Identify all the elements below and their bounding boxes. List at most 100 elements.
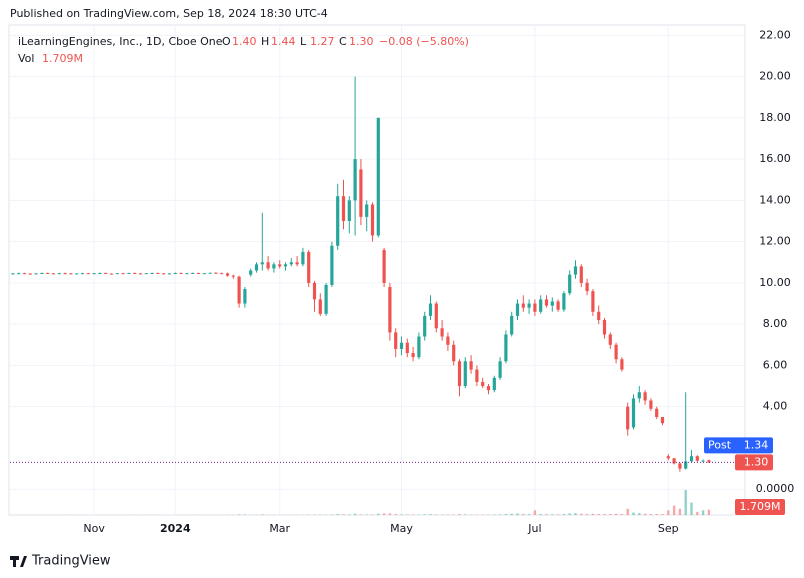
candle-body (695, 456, 699, 461)
candle-body (225, 273, 230, 276)
candle-body (138, 273, 143, 275)
volume-bar (359, 514, 363, 515)
legend-key: L (300, 35, 307, 48)
candle-body (167, 273, 172, 275)
candle-body (486, 386, 491, 391)
candle-body (556, 301, 560, 310)
volume-bar (510, 513, 513, 515)
candle-body (388, 287, 392, 333)
candle-body (46, 272, 50, 274)
last-price-box (735, 454, 773, 471)
candle-body (162, 273, 166, 275)
x-tick-label: May (390, 522, 413, 535)
volume-bar (429, 514, 432, 515)
candle-body (231, 275, 235, 277)
overlay: 1.30 Post 1.34 1.709M (10, 437, 785, 515)
volume-bar (504, 514, 508, 515)
volume-value: 1.709M (42, 52, 83, 65)
volume-bar (498, 514, 502, 515)
candle-body (57, 273, 61, 275)
volume-bar (667, 510, 670, 515)
volume-bar (382, 513, 386, 515)
last-price-label: 1.30 (744, 455, 769, 468)
y-tick-label: 0.0000 (756, 482, 795, 495)
candle-body (579, 266, 583, 283)
candle-body (504, 334, 508, 362)
candle-body (672, 458, 676, 464)
y-tick-label: 16.00 (759, 152, 791, 165)
volume-bar (678, 508, 682, 515)
candle-body (602, 320, 607, 335)
candle-body (260, 262, 264, 265)
grid (10, 25, 745, 515)
candle-body (75, 273, 79, 275)
legend-key: O (222, 35, 231, 48)
volume-bar (377, 513, 380, 515)
candle-body (185, 273, 189, 275)
volume-bar (585, 514, 589, 515)
candle-body (318, 299, 322, 314)
x-tick-label: Mar (269, 522, 290, 535)
volume-bar (551, 514, 554, 515)
y-tick-label: 6.00 (763, 358, 788, 371)
candle-body (701, 460, 705, 462)
candle-body (510, 315, 514, 335)
candle-body (608, 334, 612, 345)
candle-body (86, 273, 90, 275)
volume-bar (591, 513, 595, 515)
candle-body (614, 344, 618, 360)
candle-body (127, 272, 131, 274)
candle-body (573, 266, 578, 275)
volume-bar (348, 514, 351, 515)
volume-bar (603, 514, 606, 515)
volume-bar (261, 514, 264, 515)
y-tick-label: 4.00 (763, 400, 788, 413)
candle-body (307, 251, 311, 283)
y-tick-label: 18.00 (759, 111, 791, 124)
y-tick-label: 8.00 (763, 317, 788, 330)
candle-body (196, 272, 201, 274)
candle-body (173, 272, 177, 274)
candle-body (643, 392, 647, 401)
candle-body (365, 204, 369, 217)
volume-bar (522, 514, 525, 515)
legend-key: H (261, 35, 269, 48)
candle-body (109, 273, 114, 275)
candle-body (272, 264, 276, 269)
candle-body (515, 303, 520, 316)
volume-axis-box (735, 499, 785, 515)
y-tick-label: 10.00 (759, 276, 791, 289)
legend-value: 1.27 (310, 35, 335, 48)
candle-body (527, 303, 531, 308)
candle-body (411, 353, 415, 358)
volume-bar (649, 514, 653, 515)
volume-bar (574, 513, 577, 515)
volume-bar (458, 514, 461, 515)
candle-body (34, 273, 38, 275)
candle-body (51, 273, 56, 275)
post-label: Post (708, 438, 732, 451)
candle-body (475, 369, 479, 382)
candle-body (446, 336, 450, 345)
candle-body (428, 303, 433, 316)
candle-body (156, 272, 160, 274)
candle-body (80, 273, 85, 275)
candle-body (214, 272, 218, 274)
candle-body (376, 117, 380, 236)
volume-bar (609, 514, 612, 515)
brand: TradingView (31, 554, 111, 569)
candle-body (660, 417, 665, 424)
candle-body (283, 264, 288, 267)
volume-bars (11, 490, 711, 515)
candle-body (278, 264, 282, 267)
volume-bar (556, 514, 560, 515)
candle-body (423, 315, 427, 337)
candle-body (191, 272, 195, 274)
candle-body (417, 336, 421, 358)
candle-body (550, 301, 554, 306)
volume-bar (661, 514, 664, 515)
legend-value: 1.44 (271, 35, 296, 48)
volume-bar (342, 514, 345, 515)
candle-body (689, 456, 694, 462)
